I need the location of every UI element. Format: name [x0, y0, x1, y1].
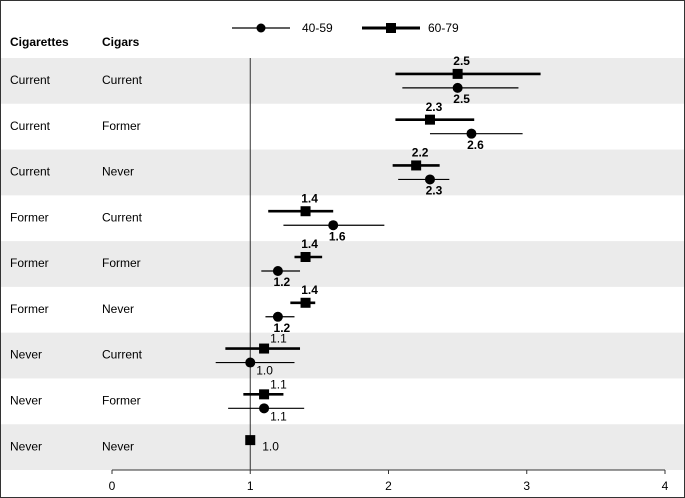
- point-marker: [245, 435, 256, 446]
- row-band: [1, 149, 684, 196]
- value-label: 1.0: [262, 439, 279, 453]
- value-label: 1.0: [256, 364, 273, 378]
- point-marker: [259, 389, 270, 400]
- row-label: Former: [10, 256, 49, 270]
- value-label: 1.4: [301, 237, 318, 251]
- value-label: 1.6: [329, 229, 346, 243]
- row-label: Never: [102, 439, 134, 453]
- legend-marker: [386, 23, 396, 33]
- row-label: Former: [102, 394, 141, 408]
- row-label: Current: [10, 73, 51, 87]
- value-label: 1.4: [301, 191, 318, 205]
- row-label: Current: [102, 210, 143, 224]
- x-tick-label: 4: [662, 479, 669, 493]
- point-marker: [411, 160, 422, 171]
- value-label: 1.1: [270, 378, 287, 392]
- point-marker: [466, 128, 477, 139]
- x-tick-label: 2: [385, 479, 392, 493]
- point-marker: [424, 174, 435, 185]
- point-marker: [300, 297, 311, 308]
- legend-marker: [256, 23, 266, 33]
- point-marker: [300, 206, 311, 217]
- row-label: Current: [102, 73, 143, 87]
- point-marker: [300, 252, 311, 262]
- value-label: 2.3: [426, 184, 443, 198]
- value-label: 2.5: [453, 54, 470, 68]
- row-label: Current: [10, 165, 51, 179]
- x-tick-label: 3: [523, 479, 530, 493]
- point-marker: [245, 357, 256, 368]
- row-label: Never: [10, 394, 42, 408]
- row-label: Never: [10, 348, 42, 362]
- row-label: Former: [10, 210, 49, 224]
- point-marker: [259, 343, 270, 354]
- row-label: Never: [102, 302, 134, 316]
- row-band: [1, 241, 684, 287]
- value-label: 2.3: [426, 100, 443, 114]
- point-marker: [272, 266, 283, 276]
- value-label: 1.2: [274, 275, 291, 289]
- row-label: Never: [10, 439, 42, 453]
- row-band: [1, 424, 684, 470]
- legend-label: 60-79: [428, 21, 459, 35]
- x-tick-label: 1: [247, 479, 254, 493]
- row-label: Never: [102, 165, 134, 179]
- value-label: 2.2: [412, 146, 429, 160]
- row-bands: [1, 58, 684, 470]
- point-marker: [452, 68, 463, 79]
- point-marker: [452, 82, 463, 93]
- value-label: 2.6: [467, 138, 484, 152]
- row-label: Current: [102, 348, 143, 362]
- value-label: 1.1: [270, 410, 287, 424]
- row-band: [1, 332, 684, 379]
- value-label: 1.2: [274, 321, 291, 335]
- row-label: Current: [10, 119, 51, 133]
- column-header: Cigars: [102, 35, 140, 49]
- row-label: Former: [102, 256, 141, 270]
- value-label: 2.5: [453, 92, 470, 106]
- point-marker: [328, 220, 339, 231]
- row-band: [1, 58, 684, 104]
- point-marker: [272, 311, 283, 322]
- row-label: Former: [10, 302, 49, 316]
- legend-label: 40-59: [302, 21, 333, 35]
- x-tick-label: 0: [109, 479, 116, 493]
- point-marker: [424, 114, 435, 125]
- value-label: 1.4: [301, 283, 318, 297]
- column-header: Cigarettes: [10, 35, 69, 49]
- value-label: 1.1: [270, 332, 287, 346]
- row-label: Former: [102, 119, 141, 133]
- point-marker: [259, 403, 270, 414]
